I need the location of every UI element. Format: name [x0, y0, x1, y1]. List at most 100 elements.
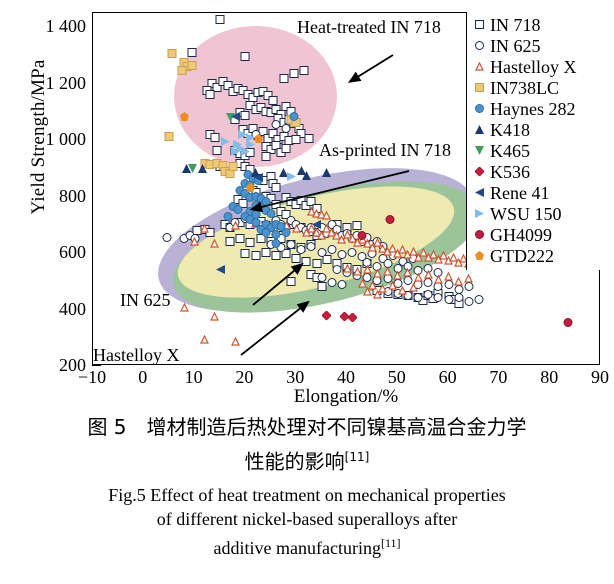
- legend-item-in-718[interactable]: IN 718: [471, 14, 600, 35]
- caption-english-ref: [11]: [380, 535, 401, 550]
- y-tick-label: 1 200: [45, 72, 87, 93]
- data-point-in-625: [347, 244, 357, 262]
- data-point-in-718: [215, 13, 225, 29]
- data-point-in-718: [238, 195, 248, 213]
- legend-marker-icon: [471, 41, 487, 50]
- x-tick-label: 10: [184, 367, 203, 387]
- annotation-heat-treated-in718: Heat-treated IN 718: [297, 17, 441, 37]
- figure-caption: 图 5 增材制造后热处理对不同镍基高温合金力学 性能的影响[11] Fig.5 …: [0, 412, 614, 560]
- x-tick-label: 40: [337, 367, 355, 387]
- x-tick-label: 60: [438, 367, 457, 387]
- data-point-in-625: [413, 289, 423, 307]
- y-tick-label: 600: [59, 242, 86, 263]
- legend-item-k418[interactable]: K418: [471, 119, 600, 140]
- x-axis-title: Elongation/%: [293, 386, 399, 407]
- legend-item-hastelloy-x[interactable]: Hastelloy X: [471, 56, 600, 77]
- legend-marker-icon: [471, 20, 487, 29]
- caption-chinese-line1: 图 5 增材制造后热处理对不同镍基高温合金力学: [87, 415, 527, 439]
- data-point-haynes-282: [271, 226, 281, 244]
- data-point-in-625: [286, 236, 296, 254]
- data-point-in-718: [279, 70, 288, 88]
- legend-item-k465[interactable]: K465: [471, 140, 600, 161]
- data-point-in-718: [286, 273, 296, 291]
- data-point-in-718: [240, 107, 250, 125]
- caption-chinese-line2: 性能的影响[11]: [0, 442, 614, 477]
- data-point-haynes-282: [281, 224, 291, 242]
- data-point-in-625: [398, 253, 408, 271]
- legend-item-wsu-150[interactable]: WSU 150: [471, 203, 600, 224]
- data-point-in-718: [291, 131, 301, 149]
- data-point-in-625: [433, 289, 443, 307]
- caption-english-line1: Fig.5 Effect of heat treatment on mechan…: [108, 484, 506, 505]
- data-point-in-718: [261, 148, 271, 166]
- y-tick-mark: [92, 365, 101, 366]
- legend-item-rene-41[interactable]: Rene 41: [471, 182, 600, 203]
- data-point-haynes-282: [271, 235, 281, 253]
- data-point-in-718: [352, 217, 362, 235]
- data-point-in-718: [312, 255, 322, 273]
- data-point-in-625: [162, 229, 172, 247]
- data-point-in-718: [306, 193, 316, 211]
- data-point-in738lc: [177, 62, 187, 80]
- legend-item-haynes-282[interactable]: Haynes 282: [471, 98, 600, 119]
- data-point-in-718: [281, 206, 291, 224]
- x-tick-label: 80: [540, 367, 559, 387]
- caption-chinese-line2-text: 性能的影响: [244, 449, 345, 474]
- legend-item-label: GH4099: [490, 224, 552, 245]
- legend-item-in-625[interactable]: IN 625: [471, 35, 600, 56]
- data-point-in-625: [317, 244, 327, 262]
- data-point-in-625: [281, 120, 291, 138]
- data-point-in-625: [403, 287, 413, 305]
- data-point-in738lc: [167, 45, 177, 63]
- data-point-in-718: [281, 98, 291, 116]
- legend-item-label: K536: [490, 161, 530, 182]
- data-point-in-718: [212, 142, 222, 160]
- x-tick-label: −10: [77, 367, 107, 387]
- data-point-in-718: [291, 250, 301, 268]
- data-point-in-718: [296, 125, 306, 143]
- legend-marker-icon: [471, 83, 487, 92]
- data-point-in-625: [444, 291, 454, 309]
- annotation-hastelloy-x: Hastelloy X: [93, 345, 180, 365]
- legend-item-k536[interactable]: K536: [471, 161, 600, 182]
- data-point-in-718: [271, 247, 281, 265]
- data-point-in-625: [317, 269, 327, 287]
- data-point-gh4099: [385, 211, 395, 229]
- legend-item-in738lc[interactable]: IN738LC: [471, 77, 600, 98]
- data-point-in-625: [296, 241, 306, 259]
- data-point-in-718: [271, 137, 281, 155]
- data-point-in-718: [251, 247, 261, 265]
- x-tick-label: 20: [235, 367, 254, 387]
- data-point-in-625: [464, 293, 474, 311]
- data-point-in-718: [268, 92, 278, 110]
- legend-item-gtd222[interactable]: GTD222: [471, 245, 600, 266]
- legend-marker-icon: [471, 104, 487, 113]
- data-point-in-625: [327, 274, 337, 292]
- data-point-in738lc: [187, 57, 197, 75]
- data-point-haynes-282: [251, 214, 261, 232]
- data-point-in-718: [205, 86, 215, 104]
- arrow-hastelloy-x: [240, 300, 310, 356]
- data-point-in-625: [474, 291, 484, 309]
- data-point-in-718: [210, 129, 220, 147]
- arrow-in-625: [252, 262, 304, 306]
- data-point-in-718: [225, 233, 235, 251]
- data-point-in-625: [454, 289, 464, 307]
- x-tick-label: 50: [387, 367, 406, 387]
- data-point-in-625: [306, 238, 316, 256]
- data-point-in-625: [327, 241, 337, 259]
- data-point-in-718: [296, 192, 306, 210]
- data-point-in-718: [281, 140, 291, 158]
- data-point-in-718: [240, 48, 250, 66]
- data-point-in-718: [289, 65, 299, 83]
- data-point-in-718: [187, 44, 197, 62]
- data-point-in-718: [271, 179, 281, 197]
- data-point-haynes-282: [261, 224, 271, 242]
- legend-item-label: K465: [490, 140, 530, 161]
- arrow-heat-treated-in718: [347, 54, 394, 83]
- y-tick-label: 1 000: [45, 129, 87, 150]
- data-point-in-625: [357, 248, 367, 266]
- legend-item-gh4099[interactable]: GH4099: [471, 224, 600, 245]
- annotation-in-625: IN 625: [120, 290, 171, 310]
- x-tick-label: 30: [286, 367, 305, 387]
